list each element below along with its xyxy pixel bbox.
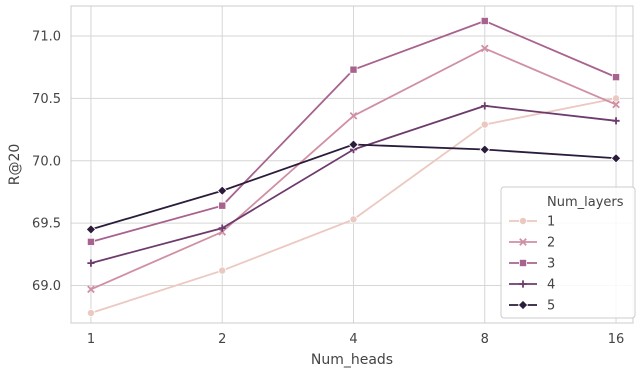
- y-tick-label: 70.0: [32, 154, 61, 169]
- y-tick-label: 69.5: [32, 217, 61, 232]
- y-axis-label: R@20: [7, 144, 23, 186]
- data-point: [86, 237, 95, 246]
- data-point: [87, 285, 95, 294]
- data-point: [218, 201, 227, 210]
- data-point: [85, 224, 97, 235]
- data-point: [610, 153, 622, 164]
- x-tick-label: 1: [87, 332, 95, 347]
- data-point: [612, 100, 620, 109]
- data-point: [481, 102, 489, 110]
- legend-item: 4: [509, 278, 555, 293]
- data-point: [612, 73, 621, 82]
- legend-item: 3: [509, 257, 555, 272]
- legend-item: 2: [509, 236, 555, 251]
- series-3: [86, 16, 621, 246]
- data-point: [217, 185, 228, 196]
- data-point: [480, 120, 489, 129]
- data-point: [218, 228, 227, 236]
- x-tick-label: 2: [218, 332, 226, 347]
- y-tick-label: 69.0: [32, 279, 61, 294]
- legend-marker: [519, 238, 527, 246]
- legend-marker: [519, 216, 528, 225]
- plot-frame: [70, 5, 634, 324]
- y-tick-label: 70.5: [32, 92, 61, 107]
- data-point: [479, 144, 490, 155]
- legend-items: 1 2 3 4 5: [509, 215, 555, 314]
- data-point: [348, 139, 359, 150]
- legend-item: 1: [509, 215, 555, 230]
- x-ticks: 1 2 4 8 16: [87, 332, 624, 347]
- series-1: [86, 94, 621, 318]
- legend-label: 3: [547, 257, 555, 272]
- y-ticks: 69.0 69.5 70.0 70.5 71.0: [32, 29, 61, 294]
- y-tick-label: 71.0: [32, 29, 61, 44]
- legend-label: 1: [547, 215, 555, 230]
- legend-label: 4: [547, 278, 555, 293]
- series-5: [85, 139, 622, 235]
- legend: Num_layers 1 2 3 4 5: [500, 186, 636, 319]
- data-point: [612, 117, 620, 125]
- data-point: [480, 16, 489, 25]
- data-point: [86, 309, 95, 318]
- legend-marker: [519, 258, 528, 267]
- data-point: [349, 65, 358, 74]
- series-layer: [85, 16, 622, 318]
- grid: [71, 6, 633, 323]
- data-point: [87, 259, 95, 267]
- data-point: [480, 44, 489, 53]
- x-tick-label: 8: [481, 332, 489, 347]
- x-tick-label: 4: [349, 332, 357, 347]
- x-tick-label: 16: [608, 332, 625, 347]
- legend-marker: [517, 299, 529, 311]
- legend-title: Num_layers: [547, 195, 624, 210]
- data-point: [349, 215, 358, 224]
- legend-label: 5: [547, 299, 555, 314]
- data-point: [218, 266, 227, 275]
- data-point: [612, 94, 621, 103]
- data-point: [349, 111, 358, 120]
- legend-box: [500, 186, 636, 319]
- x-axis-label: Num_heads: [311, 352, 393, 368]
- data-point: [218, 224, 226, 232]
- legend-item: 5: [509, 299, 555, 314]
- legend-label: 2: [547, 236, 555, 251]
- series-2: [87, 44, 620, 294]
- legend-marker: [519, 280, 527, 288]
